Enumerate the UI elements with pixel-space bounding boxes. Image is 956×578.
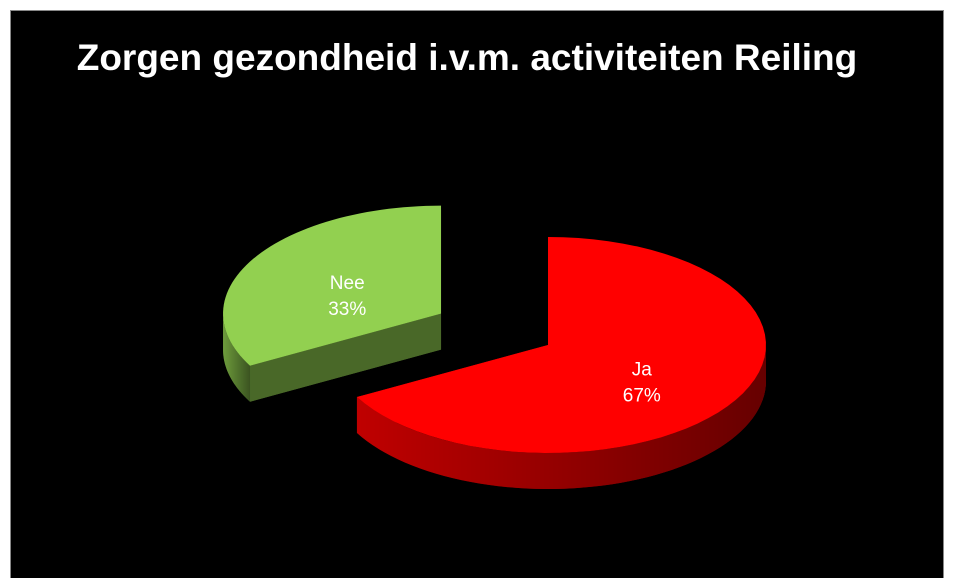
slice-side-shade xyxy=(223,313,251,402)
slice-category-label: Nee xyxy=(330,273,365,294)
slice-face-shade xyxy=(250,313,442,402)
slice xyxy=(356,237,766,453)
slice-value-label: 67% xyxy=(623,386,661,407)
slice-side-shade xyxy=(356,345,766,489)
chart-title: Zorgen gezondheid i.v.m. activiteiten Re… xyxy=(76,37,858,78)
slice xyxy=(223,205,442,366)
chart-area xyxy=(10,10,944,578)
slice-value-label: 33% xyxy=(328,299,366,320)
slice-category-label: Ja xyxy=(632,360,653,381)
